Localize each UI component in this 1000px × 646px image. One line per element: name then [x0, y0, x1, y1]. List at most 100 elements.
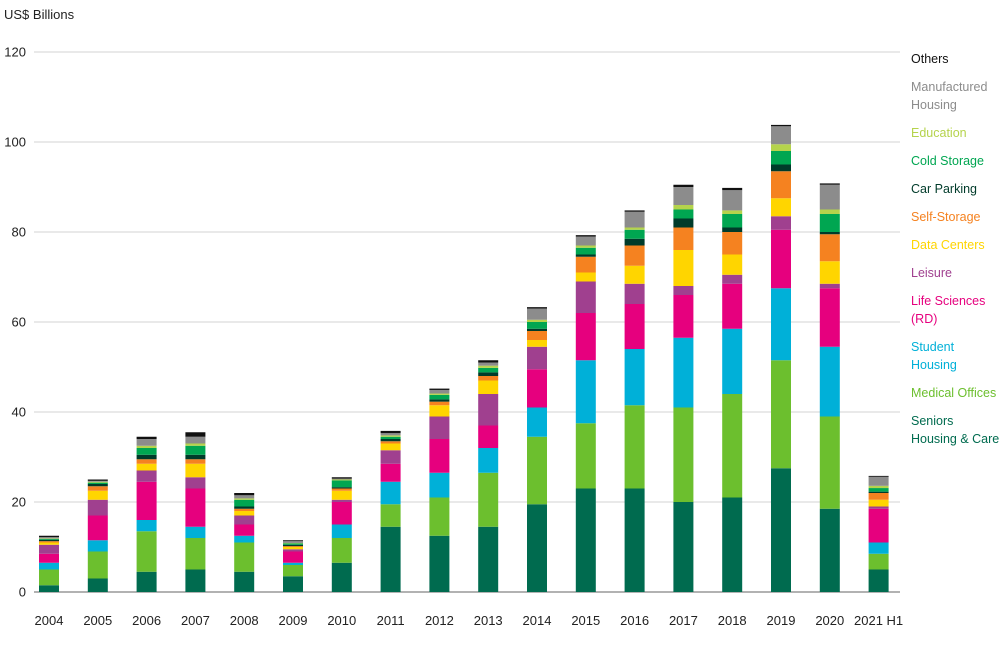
y-tick-label: 100	[4, 135, 26, 150]
bar-segment	[819, 261, 840, 284]
bar-segment	[673, 205, 694, 210]
bar-segment	[429, 389, 450, 394]
x-tick-label: 2021 H1	[854, 613, 903, 628]
bar-segment	[283, 546, 303, 547]
legend-item: Student Housing	[911, 340, 957, 372]
bar-segment	[234, 535, 255, 543]
bar-segment	[87, 486, 108, 491]
bar-segment	[478, 376, 499, 381]
bar-segment	[136, 571, 157, 592]
bar-segment	[624, 283, 645, 304]
bar-segment	[234, 571, 255, 592]
bar-segment	[575, 236, 596, 246]
bar-segment	[234, 493, 255, 496]
bar-segment	[771, 171, 791, 199]
bar-segment	[39, 562, 59, 570]
bar-segment	[283, 549, 303, 552]
bar-segment	[380, 504, 401, 527]
bar-segment	[478, 425, 499, 448]
x-tick-label: 2019	[767, 613, 796, 628]
x-tick-label: 2017	[669, 613, 698, 628]
bar-segment	[771, 468, 791, 592]
bar-segment	[87, 482, 108, 484]
bar-segment	[87, 484, 108, 487]
bar-segment	[283, 543, 303, 545]
bar-segment	[771, 124, 791, 127]
bar-stack	[429, 388, 450, 592]
bar-segment	[429, 405, 450, 417]
bar-segment	[819, 183, 840, 185]
bar-segment	[331, 490, 352, 500]
bar-segment	[429, 394, 450, 400]
bar-segment	[624, 238, 645, 246]
bar-segment	[673, 250, 694, 286]
bar-segment	[87, 551, 108, 579]
bar-segment	[624, 211, 645, 228]
bar-segment	[527, 307, 547, 309]
legend-item: Car Parking	[911, 182, 977, 196]
bar-segment	[331, 538, 352, 563]
bar-segment	[575, 245, 596, 248]
bar-segment	[185, 477, 206, 489]
bar-segment	[722, 187, 743, 191]
y-tick-label: 120	[4, 45, 26, 60]
x-tick-label: 2013	[474, 613, 503, 628]
bar-segment	[185, 538, 206, 570]
bar-segment	[478, 360, 499, 363]
bar-segment	[234, 542, 255, 572]
bar-segment	[478, 365, 499, 368]
bar-segment	[234, 495, 255, 499]
bar-segment	[527, 436, 547, 505]
bar-segment	[722, 227, 743, 232]
bar-segment	[819, 508, 840, 592]
bar-segment	[478, 372, 499, 376]
bar-segment	[39, 569, 59, 586]
bar-segment	[380, 439, 401, 442]
legend-item: Data Centers	[911, 238, 985, 252]
bar-segment	[283, 547, 303, 550]
bar-segment	[673, 218, 694, 228]
bar-segment	[39, 585, 59, 592]
bar-segment	[722, 274, 743, 284]
bar-segment	[380, 526, 401, 592]
bar-segment	[380, 430, 401, 434]
legend: Others Manufactured Housing Education Cold …	[911, 50, 1000, 458]
bar-segment	[39, 542, 59, 545]
bar-segment	[39, 553, 59, 563]
x-tick-label: 2006	[132, 613, 161, 628]
bar-segment	[283, 565, 303, 577]
x-tick-label: 2016	[620, 613, 649, 628]
bar-segment	[771, 126, 791, 145]
bar-segment	[136, 454, 157, 460]
bar-segment	[39, 541, 59, 543]
bar-segment	[331, 502, 352, 525]
bar-stack	[283, 540, 303, 592]
bar-segment	[673, 187, 694, 205]
bar-segment	[722, 232, 743, 255]
bar-segment	[331, 480, 352, 488]
y-tick-label: 40	[12, 405, 26, 420]
bar-segment	[819, 214, 840, 232]
bar-segment	[429, 497, 450, 536]
bar-segment	[819, 209, 840, 214]
bar-segment	[575, 488, 596, 592]
bar-segment	[673, 407, 694, 502]
bar-segment	[771, 360, 791, 469]
bar-segment	[87, 480, 108, 482]
bar-segment	[380, 450, 401, 464]
x-tick-label: 2009	[279, 613, 308, 628]
bar-segment	[868, 488, 889, 492]
bar-segment	[429, 388, 450, 390]
bar-segment	[722, 190, 743, 211]
x-tick-label: 2004	[35, 613, 64, 628]
bar-segment	[771, 216, 791, 230]
bar-segment	[722, 210, 743, 214]
bar-segment	[39, 537, 59, 539]
bar-segment	[87, 515, 108, 541]
bar-stack	[527, 307, 547, 592]
bar-segment	[283, 562, 303, 565]
bar-segment	[624, 210, 645, 212]
bar-segment	[868, 569, 889, 592]
bar-segment	[380, 433, 401, 436]
